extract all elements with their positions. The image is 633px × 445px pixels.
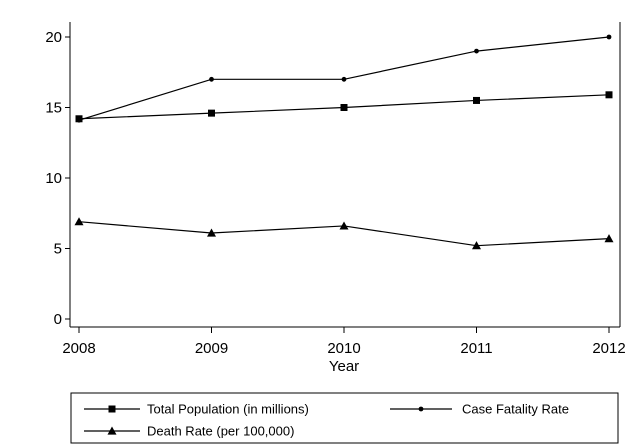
legend-label: Case Fatality Rate — [462, 402, 569, 417]
data-point — [604, 234, 614, 243]
y-tick-label: 0 — [54, 311, 62, 328]
legend-label: Death Rate (per 100,000) — [147, 424, 294, 439]
legend-marker — [418, 406, 424, 412]
plot-frame — [69, 22, 621, 328]
legend-item: Death Rate (per 100,000) — [84, 424, 294, 439]
data-point — [339, 221, 349, 230]
y-axis: 0 5 10 15 20 — [45, 29, 70, 328]
x-tick-label: 2009 — [195, 340, 228, 357]
data-point — [207, 228, 216, 237]
y-tick-label: 5 — [54, 241, 62, 258]
y-tick-label: 15 — [45, 100, 62, 117]
data-point — [208, 109, 215, 117]
data-point — [605, 91, 613, 99]
data-point — [472, 241, 481, 250]
legend-marker — [108, 405, 116, 413]
y-tick-label: 10 — [45, 170, 62, 187]
y-tick-label: 20 — [45, 29, 62, 46]
data-point — [474, 48, 479, 54]
data-point — [340, 104, 348, 111]
legend: Total Population (in millions) Case Fatal… — [70, 392, 619, 444]
series-2 — [74, 217, 614, 250]
legend-item: Case Fatality Rate — [390, 402, 569, 417]
x-axis-title: Year — [329, 358, 359, 375]
x-tick-label: 2011 — [460, 340, 492, 357]
data-point — [473, 96, 480, 104]
legend-box — [70, 392, 619, 444]
x-axis: 2008 2009 2010 2011 2012 — [62, 327, 626, 357]
data-point — [76, 117, 82, 123]
legend-marker — [107, 426, 117, 435]
x-tick-label: 2012 — [592, 340, 625, 357]
series-layer — [74, 34, 614, 250]
data-point — [209, 76, 214, 82]
data-point — [74, 217, 84, 226]
legend-item: Total Population (in millions) — [84, 402, 309, 417]
data-point — [341, 76, 347, 82]
legend-label: Total Population (in millions) — [147, 402, 309, 417]
x-tick-label: 2010 — [327, 340, 360, 357]
series-1 — [76, 34, 612, 123]
data-point — [606, 34, 612, 40]
x-tick-label: 2008 — [62, 340, 95, 357]
